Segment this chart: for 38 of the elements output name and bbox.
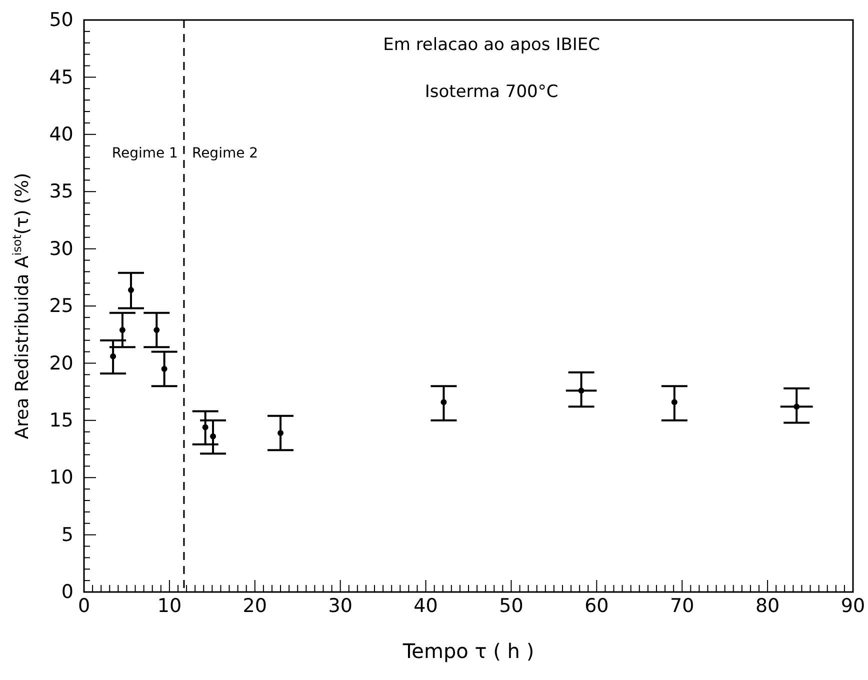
- y-tick-label: 5: [61, 524, 74, 546]
- y-tick-label: 15: [49, 409, 74, 432]
- x-tick-label: 60: [584, 595, 609, 618]
- y-tick-label: 25: [49, 295, 74, 318]
- point: [578, 388, 584, 394]
- point: [128, 286, 134, 293]
- y-tick-label: 10: [49, 466, 74, 489]
- point: [671, 399, 678, 406]
- point: [794, 404, 800, 410]
- point: [161, 366, 168, 372]
- x-tick-label: 80: [755, 595, 780, 618]
- point: [202, 424, 208, 430]
- y-tick-label: 20: [49, 352, 74, 374]
- y-tick-label: 35: [49, 180, 74, 203]
- x-tick-label: 20: [242, 595, 267, 618]
- point: [440, 399, 447, 406]
- y-tick-label: 30: [49, 238, 74, 260]
- x-tick-label: 70: [670, 595, 694, 618]
- x-tick-label: 90: [840, 595, 866, 618]
- x-tick-label: 50: [499, 595, 524, 618]
- y-tick-label: 50: [49, 9, 74, 32]
- y-tick-label: 0: [61, 581, 74, 604]
- annotation: Regime 1: [112, 145, 178, 162]
- y-tick-label: 40: [49, 123, 74, 146]
- point: [278, 430, 284, 436]
- x-tick-label: 30: [328, 595, 352, 618]
- x-tick-label: 0: [78, 595, 90, 618]
- point: [154, 327, 160, 334]
- x-tick-label: 10: [157, 595, 182, 618]
- point: [210, 433, 216, 440]
- x-tick-label: 40: [414, 595, 438, 618]
- y-tick-label: 45: [49, 66, 74, 88]
- point: [119, 327, 126, 334]
- annotation: Isoterma 700°C: [424, 82, 558, 102]
- annotation: Em relacao ao apos IBIEC: [383, 35, 600, 55]
- annotation: Regime 2: [192, 145, 258, 162]
- x-axis-title: Tempo τ ( h ): [402, 639, 534, 663]
- point: [110, 353, 116, 360]
